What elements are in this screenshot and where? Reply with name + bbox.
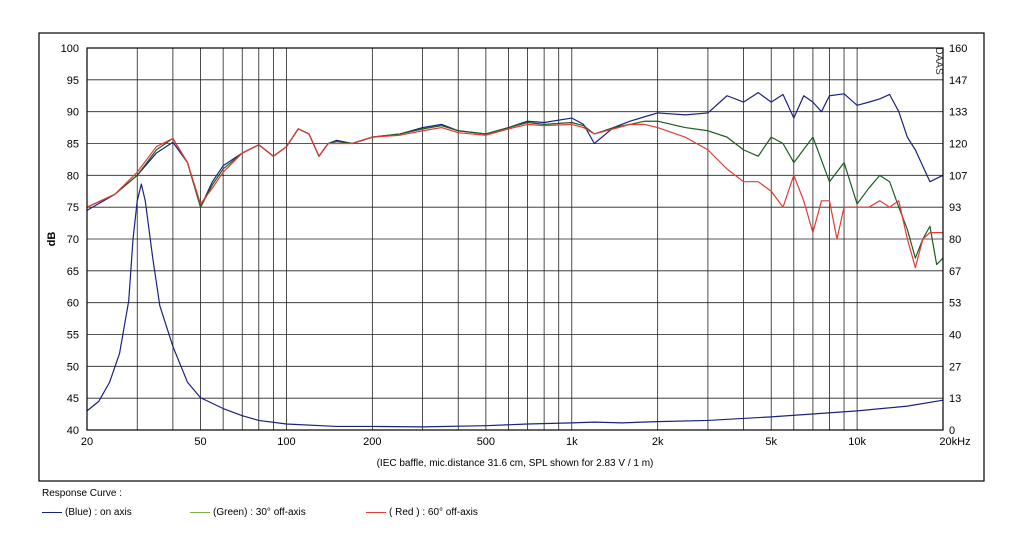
- y-left-tick-label: 40: [67, 425, 79, 437]
- legend-label-red: ( Red ) : 60° off-axis: [389, 507, 478, 518]
- plot-area: [86, 47, 944, 431]
- legend-swatch-green: [190, 512, 210, 513]
- y-right-tick-label: 160: [949, 43, 967, 55]
- grid: [87, 48, 943, 430]
- y-right-tick-label: 67: [949, 266, 961, 278]
- legend-swatch-red: [366, 512, 386, 513]
- legend-title: Response Curve :: [42, 488, 123, 499]
- y-right-tick-label: 80: [949, 234, 961, 246]
- x-tick-label: 2k: [652, 436, 664, 448]
- legend-swatch-blue: [42, 512, 62, 513]
- legend-item-green: (Green) : 30° off-axis: [190, 507, 306, 518]
- x-tick-label: 20kHz: [939, 436, 970, 448]
- x-tick-label: 50: [194, 436, 206, 448]
- chart-frame: [38, 32, 985, 482]
- y-right-tick-label: 147: [949, 75, 967, 87]
- x-tick-label: 20: [81, 436, 93, 448]
- y-left-tick-label: 45: [67, 393, 79, 405]
- y-left-tick-label: 70: [67, 234, 79, 246]
- y-right-tick-label: 133: [949, 107, 967, 119]
- y-right-tick-label: 13: [949, 393, 961, 405]
- y-axis-label: dB: [46, 232, 58, 247]
- y-right-tick-label: 0: [949, 425, 955, 437]
- y-right-tick-label: 93: [949, 202, 961, 214]
- legend-item-red: ( Red ) : 60° off-axis: [366, 507, 478, 518]
- x-tick-label: 100: [277, 436, 295, 448]
- y-left-tick-label: 85: [67, 139, 79, 151]
- legend-item-blue: (Blue) : on axis: [42, 507, 132, 518]
- y-left-tick-label: 90: [67, 107, 79, 119]
- y-left-tick-label: 60: [67, 298, 79, 310]
- y-left-tick-label: 65: [67, 266, 79, 278]
- series-line-2: [86, 123, 943, 269]
- watermark: DAAS: [933, 47, 944, 75]
- y-right-tick-label: 53: [949, 298, 961, 310]
- y-left-tick-label: 95: [67, 75, 79, 87]
- legend-label-green: (Green) : 30° off-axis: [213, 507, 306, 518]
- x-axis-ticks: 20 50 100 200 500 1k 2k 5k 10k 20kHz: [81, 436, 971, 448]
- x-tick-label: 5k: [765, 436, 777, 448]
- legend-label-blue: (Blue) : on axis: [65, 507, 132, 518]
- chart-caption: (IEC baffle, mic.distance 31.6 cm, SPL s…: [377, 458, 654, 469]
- y-right-tick-label: 40: [949, 330, 961, 342]
- y-left-tick-label: 80: [67, 170, 79, 182]
- x-tick-label: 200: [363, 436, 381, 448]
- x-tick-label: 1k: [566, 436, 578, 448]
- y-left-tick-label: 75: [67, 202, 79, 214]
- y-left-tick-label: 55: [67, 330, 79, 342]
- y-right-tick-label: 27: [949, 361, 961, 373]
- y-left-tick-label: 100: [61, 43, 79, 55]
- y-right-tick-label: 107: [949, 170, 967, 182]
- x-tick-label: 10k: [848, 436, 866, 448]
- impedance-curve: [86, 183, 944, 428]
- series-line-0: [86, 91, 944, 211]
- plot-lines: [86, 91, 944, 428]
- y-right-tick-label: 120: [949, 139, 967, 151]
- y-left-tick-label: 50: [67, 361, 79, 373]
- series-line-1: [86, 120, 944, 266]
- right-axis-ticks: 160 147 133 120 107 93 80 67 53 40 27 13 0: [949, 43, 967, 437]
- x-tick-label: 500: [477, 436, 495, 448]
- left-axis-ticks: 100 95 90 85 80 75 70 65 60 55 50 45 40: [61, 43, 79, 437]
